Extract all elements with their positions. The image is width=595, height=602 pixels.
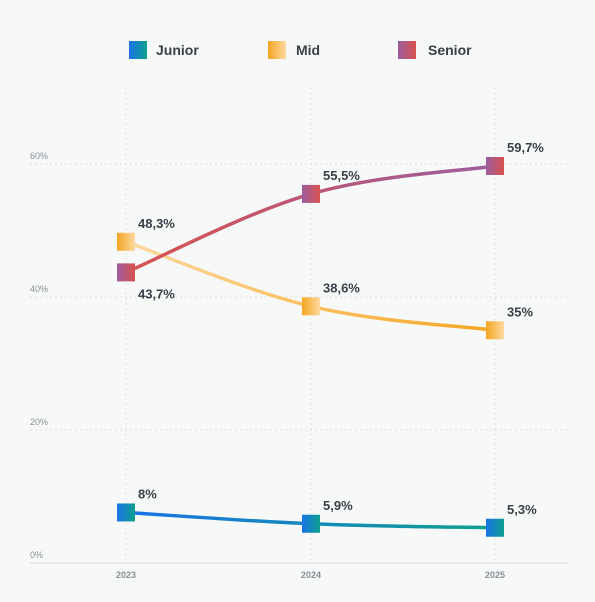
y-tick-label: 0% — [30, 550, 43, 560]
y-axis: 0% 20% 40% 60% — [30, 151, 48, 560]
marker-mid-2024 — [302, 297, 320, 316]
x-tick-label: 2025 — [485, 570, 505, 580]
legend-label-junior: Junior — [156, 42, 199, 58]
data-label-senior-2024: 55,5% — [323, 168, 360, 183]
data-label-junior-2025: 5,3% — [507, 502, 537, 517]
y-tick-label: 20% — [30, 417, 48, 427]
x-tick-label: 2023 — [116, 570, 136, 580]
marker-junior-2023 — [117, 503, 135, 522]
marker-mid-2023 — [117, 232, 135, 251]
data-label-mid-2023: 48,3% — [138, 216, 175, 231]
marker-senior-2025 — [486, 156, 504, 175]
legend-swatch-mid — [268, 41, 286, 59]
data-label-senior-2025: 59,7% — [507, 140, 544, 155]
legend: Junior Mid Senior — [129, 41, 472, 59]
x-axis: 2023 2024 2025 — [116, 570, 505, 580]
data-label-junior-2024: 5,9% — [323, 498, 353, 513]
x-tick-label: 2024 — [301, 570, 321, 580]
y-tick-label: 40% — [30, 284, 48, 294]
series-markers — [117, 156, 504, 537]
marker-junior-2024 — [302, 514, 320, 533]
y-tick-label: 60% — [30, 151, 48, 161]
legend-label-mid: Mid — [296, 42, 320, 58]
data-label-mid-2024: 38,6% — [323, 280, 360, 295]
grid — [30, 88, 567, 564]
data-label-mid-2025: 35% — [507, 304, 533, 319]
legend-swatch-senior — [398, 41, 416, 59]
data-labels: 8% 5,9% 5,3% 48,3% 38,6% 35% 43,7% 55,5% 59,7% — [138, 140, 544, 517]
marker-senior-2024 — [302, 184, 320, 203]
data-label-senior-2023: 43,7% — [138, 286, 175, 301]
legend-label-senior: Senior — [428, 42, 472, 58]
marker-junior-2025 — [486, 518, 504, 537]
data-label-junior-2023: 8% — [138, 486, 157, 501]
marker-mid-2025 — [486, 321, 504, 340]
marker-senior-2023 — [117, 263, 135, 282]
series-line-mid — [124, 240, 497, 332]
legend-swatch-junior — [129, 41, 147, 59]
